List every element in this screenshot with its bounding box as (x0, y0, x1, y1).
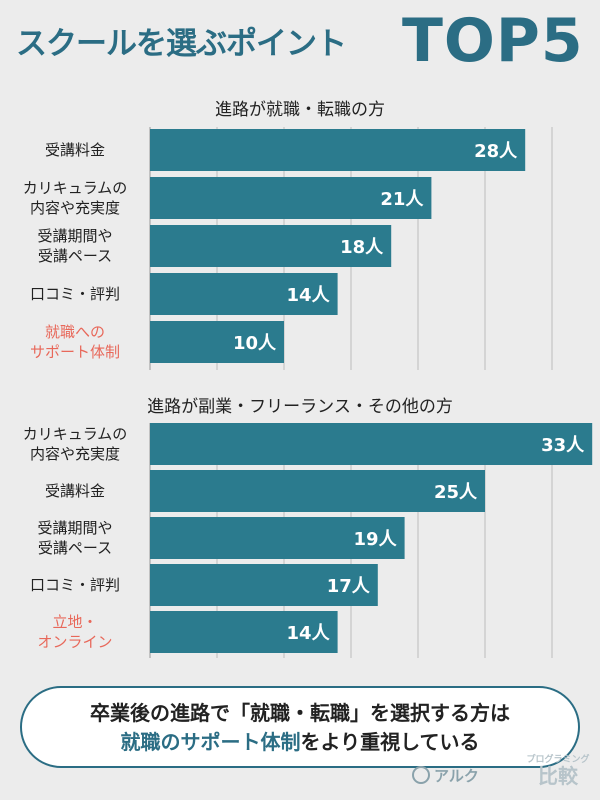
bar-value-label: 10人 (233, 333, 277, 354)
brand-watermark: プログラミング 比較 (516, 752, 600, 787)
bar-value-label: 25人 (434, 482, 478, 503)
category-label: カリキュラムの内容や充実度 (23, 179, 128, 217)
bar-value-label: 14人 (287, 623, 331, 644)
bar (150, 225, 392, 267)
category-label: 受講料金 (45, 141, 105, 159)
header: スクールを選ぶポイント TOP5 (0, 0, 600, 88)
conclusion-highlight: 就職のサポート体制 (120, 730, 301, 754)
alc-logo: アルク (412, 765, 479, 786)
bar-value-label: 18人 (340, 237, 384, 258)
chart-1: 進路が就職・転職の方 28人 受講料金 21人 カリキュラムの内容や充実度 18人 受講期間… (23, 100, 553, 370)
conclusion-line-2-rest: をより重視している (300, 730, 480, 754)
bar (150, 517, 405, 559)
bar-value-label: 33人 (541, 435, 585, 456)
bar-value-label: 21人 (380, 189, 424, 210)
chart-title: 進路が就職・転職の方 (215, 100, 385, 120)
category-label: 立地・オンライン (37, 613, 112, 651)
page-title: スクールを選ぶポイント (16, 26, 347, 62)
conclusion-box: 卒業後の進路で「就職・転職」を選択する方は 就職のサポート体制をより重視している (20, 686, 580, 768)
bar-value-label: 17人 (327, 576, 371, 597)
brand-watermark-big: 比較 (538, 764, 578, 788)
bar (150, 129, 526, 171)
bar (150, 564, 378, 606)
category-label: 就職へのサポート体制 (30, 323, 120, 361)
bar-value-label: 14人 (287, 285, 331, 306)
bar (150, 177, 432, 219)
alc-logo-text: アルク (434, 767, 479, 785)
brand-watermark-small: プログラミング (526, 755, 590, 765)
category-label: 受講期間や受講ペース (37, 519, 112, 557)
charts-container: 進路が就職・転職の方28人受講料金21人カリキュラムの内容や充実度18人受講期間… (23, 100, 593, 658)
category-label: 口コミ・評判 (30, 576, 120, 594)
bar-value-label: 19人 (354, 529, 398, 550)
bar-value-label: 28人 (474, 141, 518, 162)
page-title-rank: TOP5 (402, 6, 584, 76)
category-label: 受講料金 (45, 482, 105, 500)
bar (150, 423, 593, 465)
conclusion-line-1: 卒業後の進路で「就職・転職」を選択する方は (90, 701, 510, 725)
bar (150, 321, 284, 363)
bar (150, 611, 338, 653)
chart-2: 進路が副業・フリーランス・その他の方 33人 カリキュラムの内容や充実度 25人 受講料… (23, 397, 593, 658)
category-label: 口コミ・評判 (30, 285, 120, 303)
bar (150, 273, 338, 315)
conclusion-line-2: 就職のサポート体制をより重視している (22, 728, 578, 757)
chart-title: 進路が副業・フリーランス・その他の方 (147, 397, 453, 417)
alc-logo-icon (412, 766, 430, 784)
category-label: カリキュラムの内容や充実度 (23, 425, 128, 463)
category-label: 受講期間や受講ペース (37, 227, 112, 265)
bar (150, 470, 485, 512)
